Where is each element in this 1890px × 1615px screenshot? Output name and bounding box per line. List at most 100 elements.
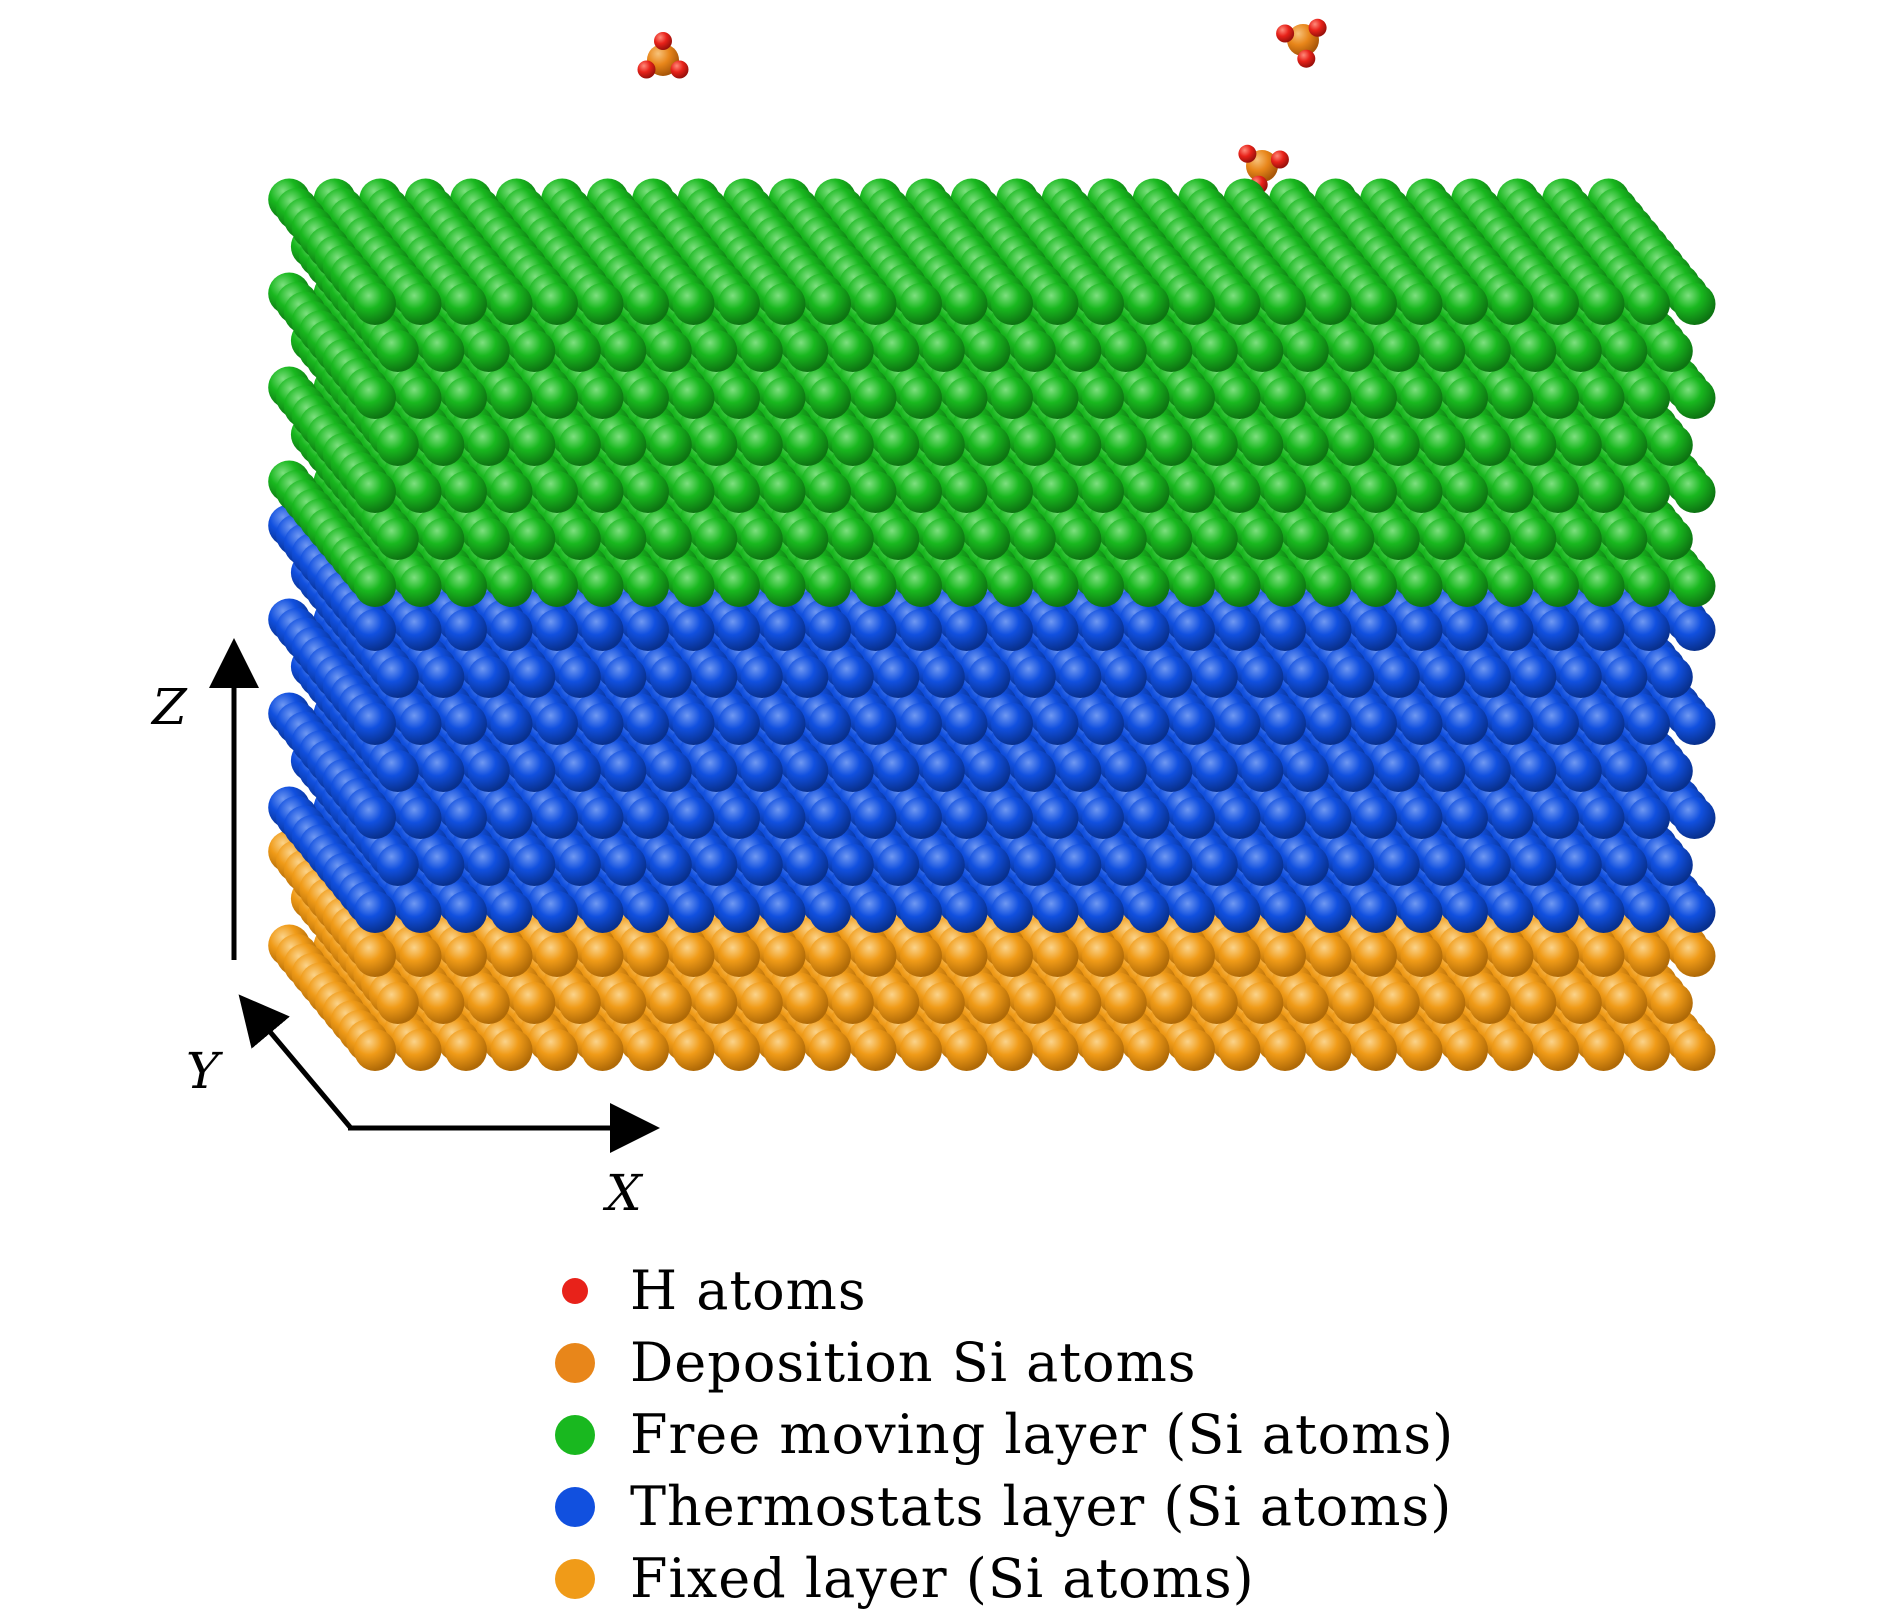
thermostat-layer-atom [1650,656,1693,698]
free-layer-atom [558,518,601,560]
thermostat-layer-atom [1628,703,1670,745]
thermostat-layer-atom [945,797,988,839]
h-atom [637,60,656,79]
thermostat-layer-atom [1241,656,1284,698]
thermostat-layer-atom [854,703,897,745]
thermostat-layer-atom [1127,703,1170,745]
free-layer-atom [1537,471,1579,513]
free-layer-atom [536,565,578,607]
free-layer-atom [1127,471,1170,513]
fixed-layer-atom [1400,1029,1443,1071]
thermostat-layer-atom [1264,891,1306,933]
h-atom [1297,49,1316,68]
thermostat-layer-atom [1423,844,1466,886]
free-layer-atom [786,518,829,560]
free-layer-atom [1059,518,1102,560]
fixed-layer-atom [945,1029,988,1071]
free-layer-atom [831,424,874,466]
fixed-layer-atom [1673,1029,1716,1071]
thermostat-layer-atom [467,656,510,698]
fixed-layer-atom [1628,1029,1670,1071]
free-layer-atom [1241,518,1284,560]
fixed-layer-atom [854,1029,897,1071]
thermostat-layer-atom [1309,703,1352,745]
fixed-layer-atom [513,982,556,1024]
fixed-layer-atom [1446,1029,1488,1071]
thermostat-layer-atom [513,750,556,792]
thermostat-layer-atom [1377,656,1420,698]
free-layer-atom [809,471,851,513]
free-layer-atom [422,518,465,560]
fixed-layer-atom [1400,935,1443,977]
thermostat-layer-atom [445,609,487,651]
thermostat-layer-atom [1127,891,1170,933]
free-layer-atom [445,471,487,513]
thermostat-layer-atom [1446,609,1488,651]
free-layer-atom [695,424,738,466]
thermostat-layer-atom [763,891,806,933]
free-layer-atom [1491,471,1534,513]
free-layer-atom [1605,424,1648,466]
fixed-layer-atom [900,935,942,977]
thermostat-layer-atom [991,703,1033,745]
thermostat-layer-atom [1173,609,1215,651]
thermostat-layer-atom [1491,703,1534,745]
thermostat-layer-atom [1036,703,1079,745]
thermostat-layer-atom [581,891,624,933]
thermostat-layer-atom [1332,656,1375,698]
thermostat-layer-atom [490,609,533,651]
thermostat-layer-atom [649,656,692,698]
fixed-layer-atom [1127,935,1170,977]
thermostat-layer-atom [1332,750,1375,792]
free-layer-atom [1013,518,1056,560]
free-layer-atom [513,424,556,466]
thermostat-layer-atom [627,797,669,839]
thermostat-layer-atom [672,797,715,839]
fixed-layer-atom [1377,982,1420,1024]
thermostat-layer-atom [422,656,465,698]
thermostat-layer-atom [831,750,874,792]
free-layer-atom [649,518,692,560]
thermostat-layer-atom [1537,797,1579,839]
thermostat-layer-atom [1582,891,1625,933]
fixed-layer-atom [672,935,715,977]
fixed-layer-atom [536,1029,578,1071]
fixed-layer-atom [467,982,510,1024]
free-layer-atom [1355,565,1397,607]
thermostat-layer-atom [1059,750,1102,792]
free-layer-atom [1423,518,1466,560]
thermostat-layer-atom [672,891,715,933]
thermostat-layer-atom [809,891,851,933]
thermostat-layer-atom [1423,656,1466,698]
thermostat-layer-atom [649,750,692,792]
free-layer-atom [740,424,783,466]
free-layer-atom [1127,565,1170,607]
thermostat-layer-atom [1082,797,1124,839]
thermostat-layer-atom [672,703,715,745]
fixed-layer-atom [831,982,874,1024]
thermostat-layer-atom [922,844,965,886]
free-layer-atom [399,565,442,607]
fixed-layer-atom [604,982,647,1024]
thermostat-layer-atom [1605,656,1648,698]
silicon-slab [268,178,1716,1071]
thermostat-layer-atom [354,609,396,651]
thermostat-layer-atom [1582,609,1625,651]
thermostat-layer-atom [1241,750,1284,792]
fixed-layer-atom [581,935,624,977]
thermostat-layer-atom [354,891,396,933]
free-layer-atom [604,424,647,466]
free-layer-atom [1150,518,1193,560]
fixed-layer-atom [1195,982,1238,1024]
thermostat-layer-atom [1650,750,1693,792]
thermostat-layer-atom [1104,844,1147,886]
fixed-layer-atom [718,1029,760,1071]
thermostat-layer-atom [1286,844,1329,886]
fixed-layer-atom [1013,982,1056,1024]
free-layer-atom [991,471,1033,513]
free-layer-atom [1400,471,1443,513]
fixed-layer-atom [1491,935,1534,977]
thermostat-layer-atom [1059,656,1102,698]
fixed-layer-atom [763,1029,806,1071]
thermostat-layer-atom [376,844,419,886]
